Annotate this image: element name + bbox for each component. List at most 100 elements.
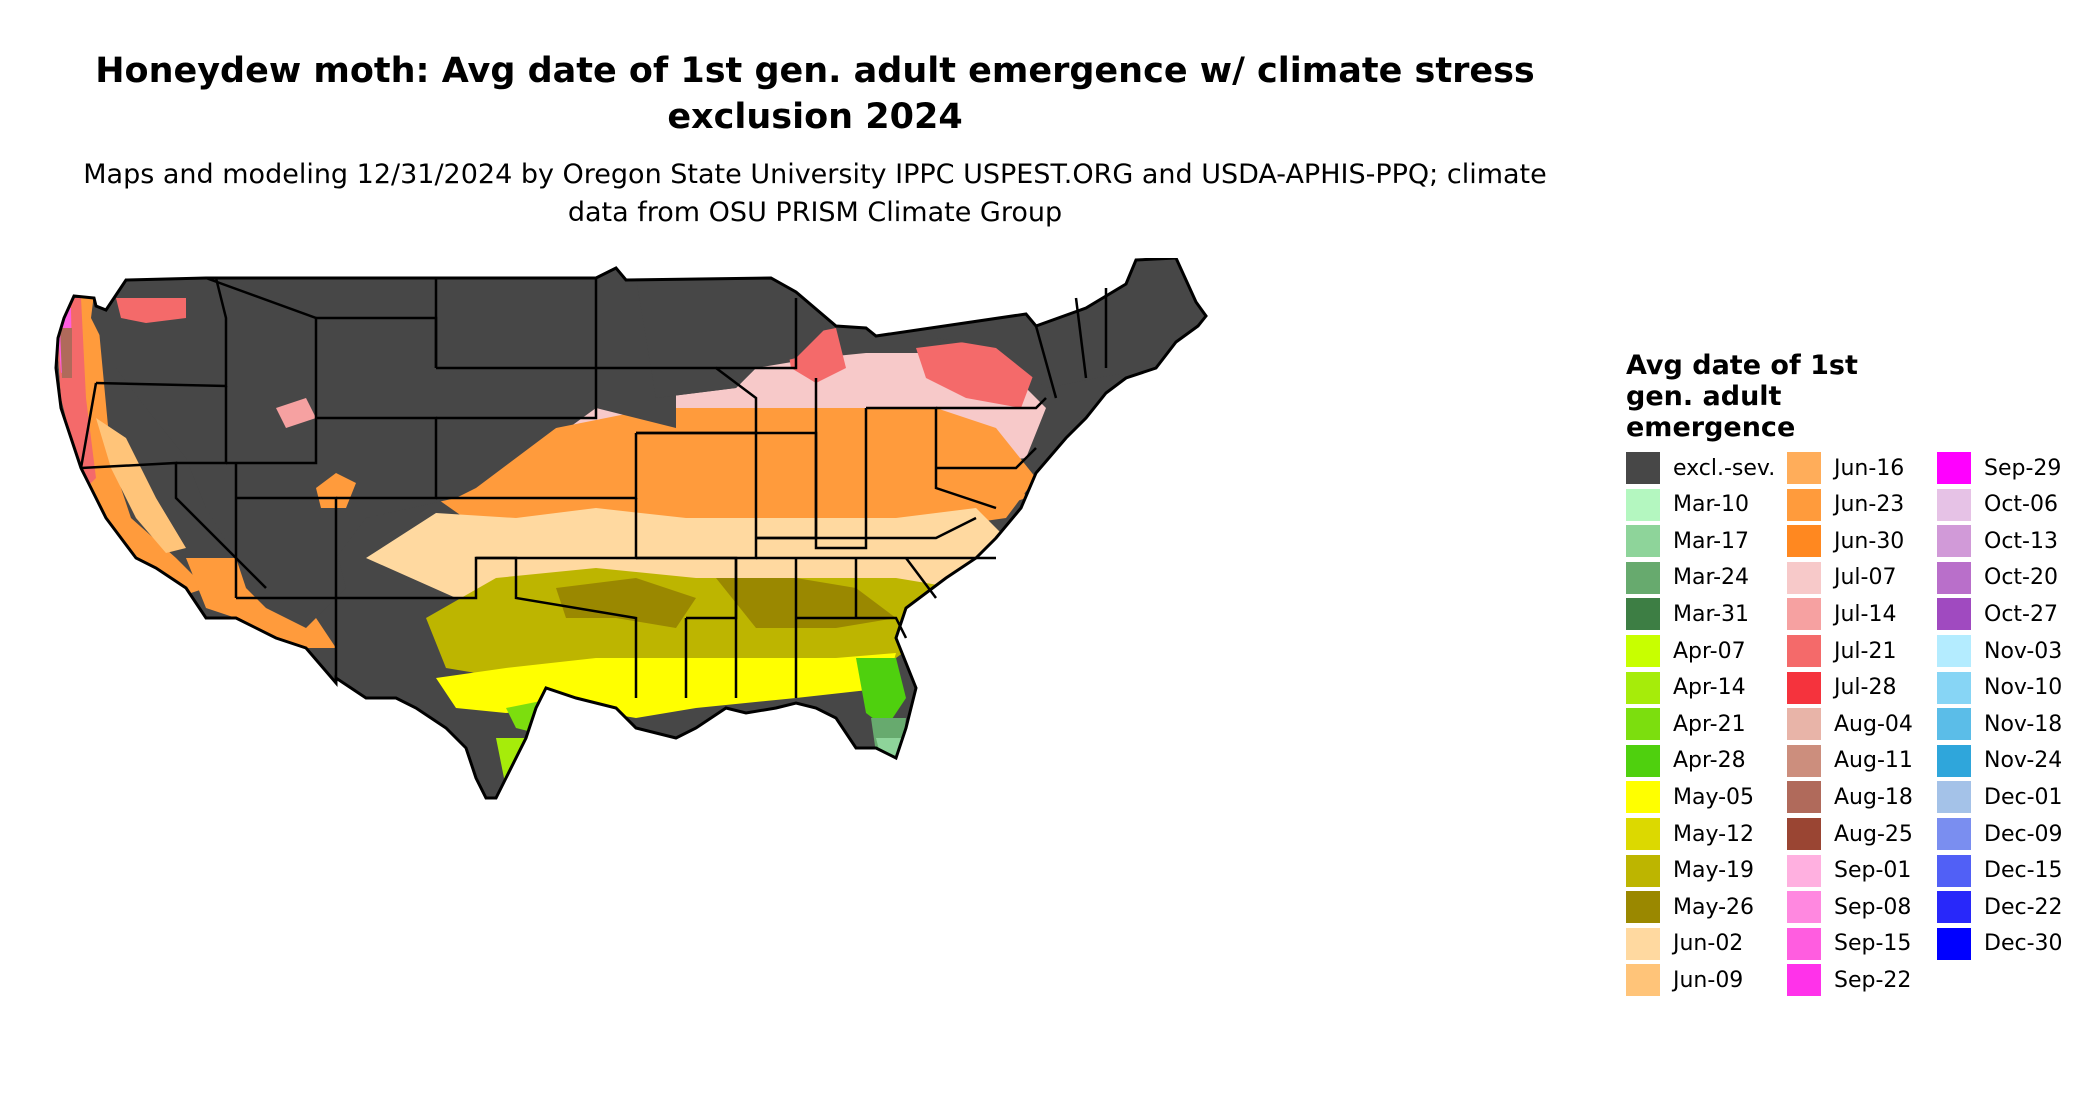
legend-swatch: [1787, 891, 1821, 924]
legend-item: Nov-24: [1937, 744, 2063, 777]
legend-item: Mar-10: [1626, 488, 1750, 521]
legend-swatch: [1787, 488, 1821, 521]
legend-label: Mar-10: [1673, 492, 1750, 518]
florida-apr28-zone: [856, 658, 906, 728]
legend-item: Jun-02: [1626, 927, 1743, 960]
legend-swatch: [1626, 525, 1660, 558]
legend-item: Dec-22: [1937, 891, 2063, 924]
virginia-warm-zone: [976, 468, 1026, 508]
legend-label: Nov-10: [1984, 675, 2063, 701]
georgia-south-carolina-border: [905, 557, 937, 599]
legend-title: Avg date of 1st gen. adult emergence: [1626, 350, 1858, 443]
legend-label: Sep-29: [1984, 455, 2062, 481]
legend-label: Sep-08: [1834, 894, 1912, 920]
legend-label: Nov-03: [1984, 638, 2063, 664]
legend-swatch: [1937, 561, 1971, 594]
legend-item: Oct-06: [1937, 488, 2058, 521]
legend-item: Jun-30: [1787, 525, 1905, 558]
oregon-coast-edge: [79, 382, 98, 469]
legend-item: Sep-08: [1787, 891, 1912, 924]
legend-item: Aug-11: [1787, 744, 1913, 777]
legend-label: Aug-11: [1834, 748, 1913, 774]
legend-label: Mar-24: [1673, 565, 1750, 591]
map-subtitle: Maps and modeling 12/31/2024 by Oregon S…: [83, 159, 1547, 228]
legend-item: Mar-24: [1626, 561, 1750, 594]
legend-label: May-19: [1673, 858, 1755, 884]
legend-label: Nov-18: [1984, 711, 2063, 737]
legend-label: Dec-01: [1984, 784, 2063, 810]
legend-swatch: [1787, 854, 1821, 887]
legend-label: May-26: [1673, 894, 1755, 920]
kentucky-tennessee-border: [756, 516, 977, 540]
southeast-may26-zone: [716, 578, 896, 628]
legend-item: Mar-17: [1626, 525, 1750, 558]
legend-item: Aug-18: [1787, 781, 1913, 814]
washington-warm-zone: [116, 298, 186, 323]
legend-swatch: [1626, 635, 1660, 667]
legend-item: Jul-28: [1787, 671, 1897, 704]
legend-label: Apr-14: [1673, 675, 1746, 701]
legend-item: Jul-07: [1787, 561, 1897, 594]
legend-item: Sep-22: [1787, 964, 1911, 997]
legend-swatch: [1787, 708, 1821, 741]
legend-item: Dec-09: [1937, 818, 2063, 850]
legend-swatch: [1937, 452, 1971, 484]
legend-item: Nov-18: [1937, 708, 2063, 741]
central-valley-zone: [96, 418, 186, 553]
legend-item: Dec-30: [1937, 927, 2063, 960]
legend-label: Dec-15: [1984, 858, 2063, 884]
us-emergence-map: [54, 258, 1208, 800]
legend-label: Jul-07: [1834, 565, 1897, 591]
legend-label: Aug-18: [1834, 784, 1913, 810]
legend-label: Dec-09: [1984, 821, 2063, 847]
legend-label: Jul-28: [1834, 675, 1897, 701]
wyoming-colorado-border: [316, 416, 438, 500]
legend-swatch: [1626, 598, 1660, 631]
legend-label: Sep-15: [1834, 931, 1912, 957]
legend-item: Jul-21: [1787, 635, 1896, 667]
legend-item: Oct-20: [1937, 561, 2058, 594]
legend-label: Aug-25: [1834, 821, 1913, 847]
georgia-florida-border: [796, 616, 908, 639]
legend-swatch: [1937, 854, 1971, 887]
legend-label: Apr-28: [1673, 748, 1746, 774]
coastal-range-zone: [60, 328, 72, 378]
legend-swatch: [1937, 525, 1971, 558]
legend-item: Dec-01: [1937, 781, 2063, 814]
legend-swatch: [1626, 964, 1660, 997]
legend-item: Jun-09: [1626, 964, 1743, 997]
legend-label: Jun-16: [1834, 455, 1905, 481]
texas-oklahoma-border: [476, 556, 638, 698]
legend-label: Jun-30: [1834, 528, 1905, 554]
legend-item: Apr-07: [1626, 635, 1746, 667]
legend-label: Apr-21: [1673, 711, 1746, 737]
legend-swatch: [1626, 891, 1660, 924]
legend-swatch: [1787, 525, 1821, 558]
legend-swatch: [1787, 927, 1821, 960]
legend-label: Dec-22: [1984, 894, 2063, 920]
legend-label: Aug-04: [1834, 711, 1913, 737]
legend-swatch: [1937, 671, 1971, 704]
legend-swatch: [1626, 671, 1660, 704]
legend-swatch: [1937, 891, 1971, 924]
legend-label: Jun-23: [1834, 492, 1905, 518]
legend-item: May-19: [1626, 854, 1755, 887]
legend-swatch: [1787, 671, 1821, 704]
maryland-virginia-border: [936, 447, 1037, 470]
legend-swatch: [1787, 452, 1821, 484]
legend-swatch: [1937, 598, 1971, 631]
legend-label: May-05: [1673, 784, 1755, 810]
california-nevada-border: [80, 461, 267, 589]
legend-item: Oct-13: [1937, 525, 2058, 558]
legend-swatch: [1626, 708, 1660, 741]
legend-label: Dec-30: [1984, 931, 2063, 957]
legend-swatch: [1787, 818, 1821, 850]
indiana-ohio-border: [814, 378, 868, 550]
legend-item: May-12: [1626, 818, 1754, 850]
legend-label: Mar-17: [1673, 528, 1750, 554]
legend-swatch: [1626, 452, 1660, 484]
legend-label: Nov-24: [1984, 748, 2063, 774]
legend-item: Jun-23: [1787, 488, 1905, 521]
legend-swatch: [1626, 561, 1660, 594]
legend-label: Sep-01: [1834, 858, 1912, 884]
